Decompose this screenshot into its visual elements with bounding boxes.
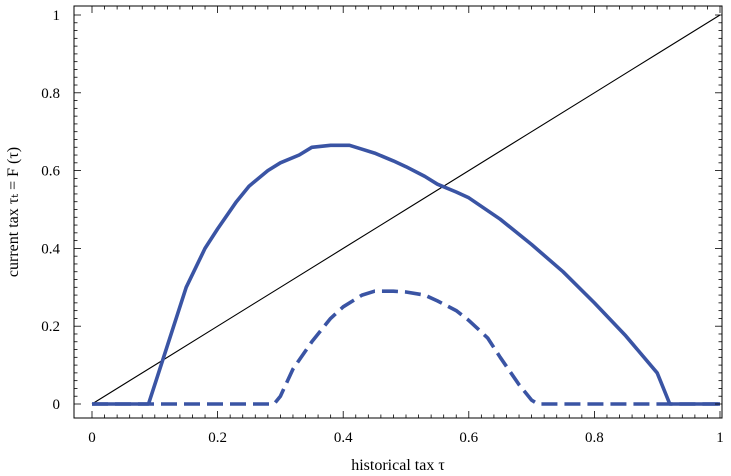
series-line-2 [92,143,720,406]
y-tick-label: 0.6 [41,164,60,180]
x-tick-label: 0.8 [585,430,604,446]
x-axis-label: historical tax τ [351,457,445,474]
series-layer [91,14,721,406]
x-tick-label: 0.6 [459,430,478,446]
plot-frame [73,5,723,419]
y-tick-label: 0.4 [41,241,60,257]
ticks-layer: 0 0.2 0.4 0.6 0.8 1 0 0.2 0.4 0.6 0.8 1 [41,6,724,446]
x-tick-label: 0 [88,430,96,446]
y-tick-label: 1 [53,8,61,24]
series-line-3 [92,289,720,406]
y-tick-label: 0 [53,397,61,413]
x-tick-label: 0.4 [334,430,353,446]
y-axis-label: current tax τₜ = F (τ) [5,147,22,277]
y-tick-label: 0.2 [41,319,60,335]
x-tick-label: 0.2 [208,430,227,446]
series-line-1 [91,14,721,405]
x-tick-label: 1 [716,430,724,446]
y-tick-label: 0.8 [41,86,60,102]
